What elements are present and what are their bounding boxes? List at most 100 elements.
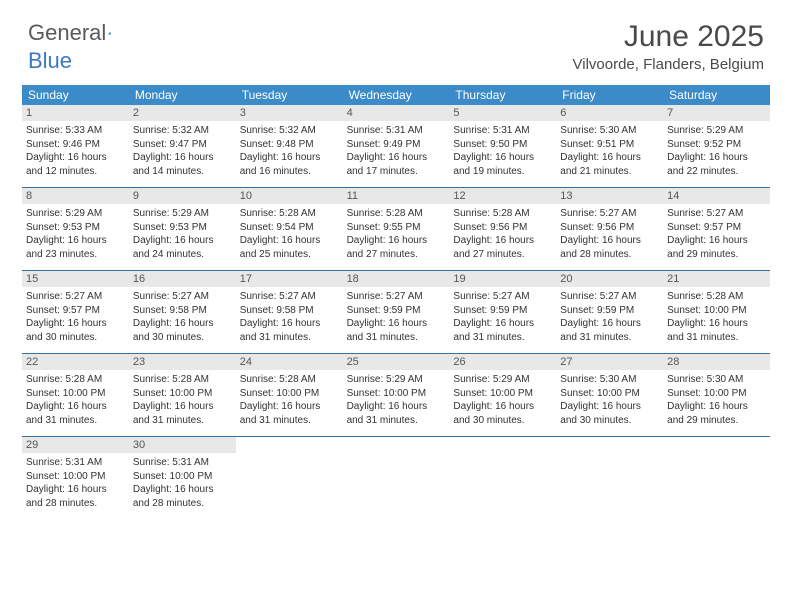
daylight-line: and 30 minutes. [133, 331, 232, 345]
weekday-wednesday: Wednesday [343, 85, 450, 105]
day-cell: 7Sunrise: 5:29 AMSunset: 9:52 PMDaylight… [663, 105, 770, 187]
sunset-line: Sunset: 9:58 PM [240, 304, 339, 318]
day-number: 11 [343, 188, 450, 204]
daylight-line: and 16 minutes. [240, 165, 339, 179]
day-cell: 20Sunrise: 5:27 AMSunset: 9:59 PMDayligh… [556, 271, 663, 353]
sunset-line: Sunset: 9:59 PM [560, 304, 659, 318]
daylight-line: Daylight: 16 hours [667, 151, 766, 165]
daylight-line: Daylight: 16 hours [240, 317, 339, 331]
sunrise-line: Sunrise: 5:30 AM [560, 124, 659, 138]
day-cell: 19Sunrise: 5:27 AMSunset: 9:59 PMDayligh… [449, 271, 556, 353]
sunrise-line: Sunrise: 5:27 AM [133, 290, 232, 304]
sunset-line: Sunset: 9:46 PM [26, 138, 125, 152]
daylight-line: and 31 minutes. [240, 331, 339, 345]
day-cell: 27Sunrise: 5:30 AMSunset: 10:00 PMDaylig… [556, 354, 663, 436]
daylight-line: and 29 minutes. [667, 414, 766, 428]
day-number: 9 [129, 188, 236, 204]
day-cell: 26Sunrise: 5:29 AMSunset: 10:00 PMDaylig… [449, 354, 556, 436]
sunrise-line: Sunrise: 5:31 AM [26, 456, 125, 470]
daylight-line: and 29 minutes. [667, 248, 766, 262]
day-cell: 13Sunrise: 5:27 AMSunset: 9:56 PMDayligh… [556, 188, 663, 270]
day-number: 5 [449, 105, 556, 121]
sunset-line: Sunset: 10:00 PM [347, 387, 446, 401]
sunrise-line: Sunrise: 5:27 AM [560, 290, 659, 304]
sunrise-line: Sunrise: 5:29 AM [667, 124, 766, 138]
daylight-line: Daylight: 16 hours [453, 151, 552, 165]
day-cell: 18Sunrise: 5:27 AMSunset: 9:59 PMDayligh… [343, 271, 450, 353]
daylight-line: and 24 minutes. [133, 248, 232, 262]
sunset-line: Sunset: 9:50 PM [453, 138, 552, 152]
calendar: Sunday Monday Tuesday Wednesday Thursday… [0, 81, 792, 519]
daylight-line: and 31 minutes. [347, 331, 446, 345]
sunset-line: Sunset: 10:00 PM [133, 470, 232, 484]
daylight-line: Daylight: 16 hours [560, 151, 659, 165]
sunrise-line: Sunrise: 5:30 AM [667, 373, 766, 387]
sunrise-line: Sunrise: 5:29 AM [453, 373, 552, 387]
sunrise-line: Sunrise: 5:31 AM [453, 124, 552, 138]
logo-text-2: Blue [28, 48, 72, 74]
day-number: 7 [663, 105, 770, 121]
daylight-line: and 27 minutes. [453, 248, 552, 262]
day-number: 30 [129, 437, 236, 453]
sunrise-line: Sunrise: 5:27 AM [240, 290, 339, 304]
sunset-line: Sunset: 10:00 PM [453, 387, 552, 401]
sunrise-line: Sunrise: 5:27 AM [26, 290, 125, 304]
day-number: 27 [556, 354, 663, 370]
sunrise-line: Sunrise: 5:27 AM [347, 290, 446, 304]
sunset-line: Sunset: 9:59 PM [347, 304, 446, 318]
day-number: 25 [343, 354, 450, 370]
daylight-line: Daylight: 16 hours [453, 234, 552, 248]
weekday-sunday: Sunday [22, 85, 129, 105]
sunrise-line: Sunrise: 5:32 AM [240, 124, 339, 138]
sunset-line: Sunset: 9:49 PM [347, 138, 446, 152]
logo-text-1: General [28, 20, 106, 46]
day-cell [663, 437, 770, 519]
month-title: June 2025 [573, 20, 764, 54]
day-cell: 5 Sunrise: 5:31 AMSunset: 9:50 PMDaylight… [449, 105, 556, 187]
day-number: 18 [343, 271, 450, 287]
day-number: 4 [343, 105, 450, 121]
sunrise-line: Sunrise: 5:30 AM [560, 373, 659, 387]
day-cell: 2Sunrise: 5:32 AMSunset: 9:47 PMDaylight… [129, 105, 236, 187]
sunrise-line: Sunrise: 5:33 AM [26, 124, 125, 138]
daylight-line: Daylight: 16 hours [667, 400, 766, 414]
day-cell: 12Sunrise: 5:28 AMSunset: 9:56 PMDayligh… [449, 188, 556, 270]
day-cell: 15Sunrise: 5:27 AMSunset: 9:57 PMDayligh… [22, 271, 129, 353]
sunrise-line: Sunrise: 5:29 AM [133, 207, 232, 221]
day-number [343, 437, 450, 441]
day-number: 10 [236, 188, 343, 204]
day-cell: 10Sunrise: 5:28 AMSunset: 9:54 PMDayligh… [236, 188, 343, 270]
day-cell: 4Sunrise: 5:31 AMSunset: 9:49 PMDaylight… [343, 105, 450, 187]
day-cell: 23Sunrise: 5:28 AMSunset: 10:00 PMDaylig… [129, 354, 236, 436]
sunrise-line: Sunrise: 5:28 AM [453, 207, 552, 221]
daylight-line: Daylight: 16 hours [667, 234, 766, 248]
day-cell: 8Sunrise: 5:29 AMSunset: 9:53 PMDaylight… [22, 188, 129, 270]
daylight-line: Daylight: 16 hours [133, 483, 232, 497]
daylight-line: Daylight: 16 hours [26, 151, 125, 165]
daylight-line: Daylight: 16 hours [453, 317, 552, 331]
sunset-line: Sunset: 9:56 PM [453, 221, 552, 235]
week-row: 15Sunrise: 5:27 AMSunset: 9:57 PMDayligh… [22, 271, 770, 354]
daylight-line: and 27 minutes. [347, 248, 446, 262]
daylight-line: and 31 minutes. [133, 414, 232, 428]
day-number: 28 [663, 354, 770, 370]
daylight-line: and 30 minutes. [26, 331, 125, 345]
weekday-saturday: Saturday [663, 85, 770, 105]
weeks-container: 1Sunrise: 5:33 AMSunset: 9:46 PMDaylight… [22, 105, 770, 519]
daylight-line: and 23 minutes. [26, 248, 125, 262]
sunset-line: Sunset: 9:59 PM [453, 304, 552, 318]
daylight-line: Daylight: 16 hours [26, 483, 125, 497]
day-number [236, 437, 343, 441]
daylight-line: and 14 minutes. [133, 165, 232, 179]
day-cell [236, 437, 343, 519]
daylight-line: Daylight: 16 hours [347, 400, 446, 414]
day-cell: 14Sunrise: 5:27 AMSunset: 9:57 PMDayligh… [663, 188, 770, 270]
day-number: 21 [663, 271, 770, 287]
day-number: 1 [22, 105, 129, 121]
logo-triangle-icon [108, 25, 111, 41]
day-cell: 24Sunrise: 5:28 AMSunset: 10:00 PMDaylig… [236, 354, 343, 436]
day-cell: 6Sunrise: 5:30 AMSunset: 9:51 PMDaylight… [556, 105, 663, 187]
daylight-line: and 28 minutes. [133, 497, 232, 511]
daylight-line: Daylight: 16 hours [26, 317, 125, 331]
location: Vilvoorde, Flanders, Belgium [573, 56, 764, 73]
